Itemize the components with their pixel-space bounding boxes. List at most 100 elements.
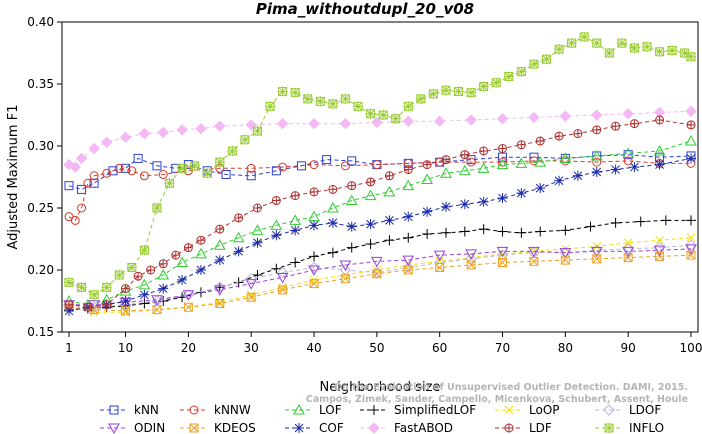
data-point-ldof [685,239,697,251]
data-point-inflo [642,41,653,52]
data-point-knnw [70,215,80,225]
data-point-inflo [566,38,577,49]
data-point-ldf [171,250,181,260]
data-point-inflo [277,86,288,97]
series-layer [63,31,697,317]
legend-item-inflo: INFLO [595,421,664,434]
data-point-inflo [667,45,678,56]
data-point-simplifiedlof [535,226,546,237]
data-point-inflo [440,85,451,96]
data-point-ldf [629,119,639,129]
data-point-knnw [158,170,168,180]
data-point-kdeos [215,298,225,308]
data-point-cof [403,211,414,222]
data-point-cof [233,246,244,257]
data-point-inflo [227,145,238,156]
legend-label-inflo: INFLO [629,421,664,434]
data-point-lof [232,231,245,243]
data-point-ldf [384,171,394,181]
data-point-ldf [422,160,432,170]
data-point-simplifiedlof [660,215,671,226]
legend-item-knnw: kNNW [180,403,251,417]
data-point-odin [213,285,226,296]
data-point-kdeos [372,269,382,279]
data-point-fastabod [433,115,446,127]
data-point-simplifiedlof [422,229,433,240]
data-point-knnw [127,166,137,176]
x-tick-label: 10 [118,341,133,355]
data-point-ldf [535,136,545,146]
series-odin [63,244,697,311]
data-point-inflo [415,93,426,104]
data-point-fastabod [591,109,603,121]
data-point-simplifiedlof [585,221,596,232]
data-point-cof [535,183,546,194]
legend-label-simplifiedlof: SimplifiedLOF [394,403,476,417]
data-point-fastabod [119,131,132,144]
data-point-kdeos [152,305,162,315]
data-point-ldof [465,253,477,265]
data-point-inflo [629,43,640,54]
data-point-fastabod [88,142,100,155]
data-point-lof [458,164,471,176]
legend-label-ldof: LDOF [629,403,661,417]
data-point-cof [214,255,225,266]
data-point-ldf [64,300,74,310]
x-tick-label: 80 [558,341,573,355]
data-point-simplifiedlof [384,235,395,246]
data-point-inflo [76,282,87,293]
data-point-odin [371,256,383,268]
data-point-kdeos [529,256,539,266]
data-point-cof [120,296,131,306]
data-point-cof [195,265,206,275]
data-point-fastabod [157,126,169,139]
legend-label-knn: kNN [134,403,159,417]
data-point-cof [554,175,565,186]
data-point-kdeos [498,258,508,268]
data-point-simplifiedlof [346,242,357,253]
data-point-knn [246,171,256,181]
data-point-odin [465,249,477,260]
data-point-kdeos [623,253,633,263]
y-tick-label: 0.30 [27,139,54,153]
data-point-knnw [592,157,602,167]
data-point-kdeos [246,292,256,302]
data-point-ldf [158,259,168,269]
legend-marker-knnw [189,405,199,415]
data-point-cof [516,188,527,199]
y-tick-label: 0.25 [27,201,54,215]
data-point-inflo [64,277,74,288]
data-point-simplifiedlof [635,216,646,227]
data-point-ldf [234,213,244,223]
data-point-fastabod [75,152,88,165]
data-point-lof [440,167,452,178]
data-point-kdeos [278,285,288,295]
legend-label-cof: COF [319,421,344,434]
data-point-ldf [686,120,696,130]
legend-item-fastabod: FastABOD [360,421,453,434]
data-point-odin [559,248,572,259]
data-point-inflo [403,101,414,112]
data-point-inflo [378,110,389,120]
data-point-simplifiedlof [365,238,376,249]
data-point-inflo [390,113,401,124]
data-point-odin [528,246,540,258]
data-point-cof [309,220,320,231]
data-point-fastabod [176,124,188,136]
data-point-odin [182,290,195,301]
data-point-inflo [101,282,112,293]
data-point-cof [591,167,602,178]
data-point-ldof [496,249,509,261]
data-point-loop [686,233,696,243]
data-point-ldf [83,302,93,312]
data-point-inflo [516,66,527,77]
data-point-loop [246,290,256,300]
data-point-inflo [654,46,665,57]
series-ldf [64,115,696,312]
data-point-cof [346,221,357,232]
data-point-simplifiedlof [497,226,508,237]
data-point-knn [221,170,231,180]
data-point-cof [686,153,696,164]
data-point-knn [347,156,357,166]
